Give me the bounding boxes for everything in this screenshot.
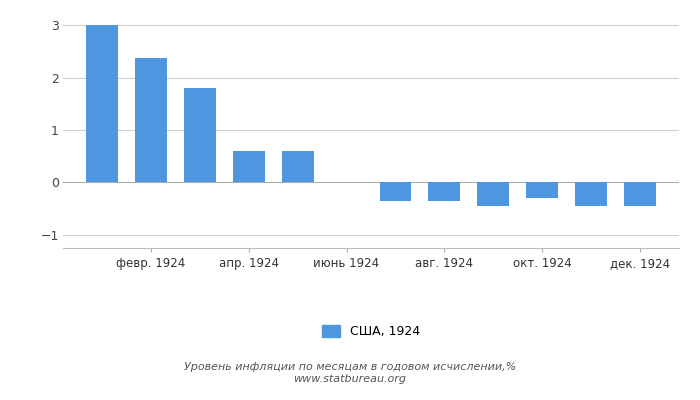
Text: Уровень инфляции по месяцам в годовом исчислении,%
www.statbureau.org: Уровень инфляции по месяцам в годовом ис… — [184, 362, 516, 384]
Bar — [184, 88, 216, 182]
Bar — [428, 182, 460, 201]
Bar — [86, 25, 118, 182]
Bar — [282, 151, 314, 182]
Legend: США, 1924: США, 1924 — [316, 320, 426, 343]
Bar — [526, 182, 558, 198]
Bar — [575, 182, 607, 206]
Bar — [624, 182, 656, 206]
Bar — [477, 182, 509, 206]
Bar — [135, 58, 167, 182]
Bar — [379, 182, 412, 201]
Bar — [233, 151, 265, 182]
